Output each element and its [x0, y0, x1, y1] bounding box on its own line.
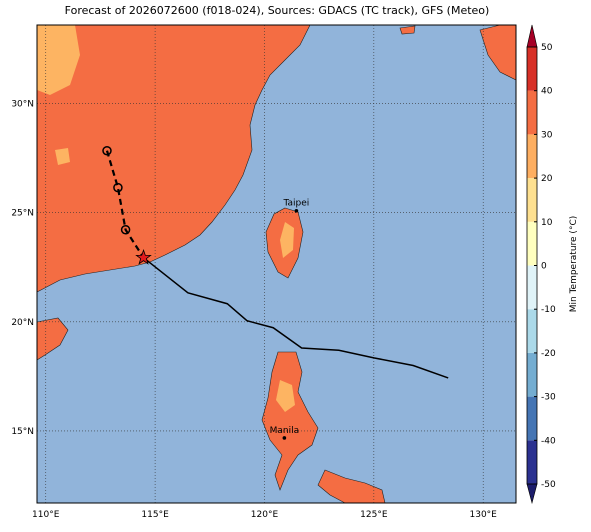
colorbar-segment	[527, 221, 537, 266]
warm-patch	[37, 25, 80, 95]
colorbar-tick-label: -10	[541, 305, 556, 315]
colorbar-tick-label: -20	[541, 349, 556, 359]
colorbar-segment	[527, 134, 537, 179]
colorbar: -50 -40 -30 -20 -10 0 10 20 30 40 50	[526, 24, 556, 505]
colorbar-extend-under	[526, 483, 538, 505]
colorbar-segment	[527, 265, 537, 310]
past-position	[102, 145, 112, 156]
ryukyu	[399, 25, 416, 35]
colorbar-tick-label: -40	[541, 436, 556, 446]
map-frame	[36, 24, 517, 504]
city-label: Taipei	[283, 199, 310, 209]
colorbar-label: Min Temperature (°C)	[569, 216, 579, 313]
colorbar-tick-label: 50	[541, 43, 553, 53]
warm-patch	[276, 380, 295, 412]
colorbar-segment	[527, 309, 537, 353]
track: Taipei Manila	[102, 145, 449, 440]
colorbar-tick-label: -30	[541, 393, 556, 403]
warm-patch	[280, 222, 294, 258]
colorbar-segment	[527, 440, 537, 484]
colorbar-segment	[527, 47, 537, 91]
colorbar-tick-label: 20	[541, 174, 553, 184]
current-position	[135, 248, 152, 265]
x-tick-label: 120°E	[251, 510, 279, 520]
y-tick-label: 15°N	[11, 427, 34, 437]
x-tick-label: 115°E	[141, 510, 169, 520]
city-label: Manila	[270, 426, 300, 436]
city-marker	[282, 436, 287, 440]
colorbar-tick-label: 10	[541, 218, 553, 228]
colorbar-extend-over	[526, 24, 538, 48]
colorbar-segment	[527, 396, 537, 441]
colorbar-tick-label: 40	[541, 87, 553, 97]
colorbar-segment	[527, 352, 537, 397]
past-position	[113, 182, 123, 193]
map-area: Taipei Manila	[36, 24, 517, 504]
x-tick-label: 130°E	[470, 510, 498, 520]
y-tick-label: 25°N	[11, 209, 34, 219]
x-tick-label: 110°E	[32, 510, 60, 520]
map-title: Forecast of 2026072600 (f018-024), Sourc…	[65, 4, 490, 17]
colorbar-tick-label: -50	[541, 480, 556, 490]
past-position	[120, 224, 131, 235]
forecast-track	[143, 257, 449, 379]
warm-patch	[55, 148, 70, 165]
y-tick-label: 30°N	[11, 100, 34, 110]
colorbar-segment	[527, 178, 537, 222]
colorbar-segment	[527, 90, 537, 135]
mainland-china	[36, 24, 311, 293]
colorbar-tick-label: 0	[541, 262, 547, 272]
x-tick-label: 125°E	[360, 510, 388, 520]
luzon	[261, 351, 319, 491]
colorbar-tick-label: 30	[541, 130, 553, 140]
y-tick-label: 20°N	[11, 318, 34, 328]
grid	[37, 25, 516, 503]
city-marker	[294, 208, 299, 213]
